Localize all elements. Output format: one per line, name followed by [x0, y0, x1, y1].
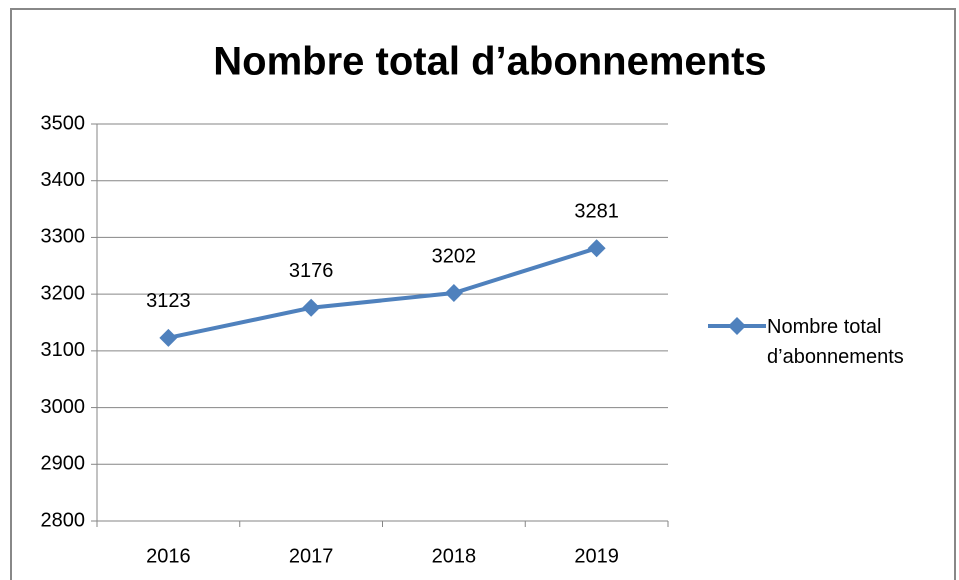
y-tick-label: 3000 — [41, 396, 86, 418]
data-label: 3123 — [146, 290, 191, 312]
chart-title: Nombre total d’abonnements — [213, 40, 766, 84]
y-tick-label: 2800 — [41, 509, 86, 531]
x-tick-label: 2018 — [432, 545, 477, 567]
y-tick-label: 3400 — [41, 169, 86, 191]
marker — [587, 239, 606, 258]
legend-marker — [728, 317, 746, 335]
marker — [159, 328, 178, 347]
y-tick-label: 2900 — [41, 453, 86, 475]
y-tick-label: 3300 — [41, 226, 86, 248]
line — [167, 246, 598, 340]
x-tick-label: 2019 — [574, 545, 619, 567]
y-tick-label: 3500 — [41, 112, 86, 134]
marker — [444, 284, 463, 303]
y-tick-label: 3100 — [41, 339, 86, 361]
data-label: 3176 — [289, 260, 334, 282]
x-tick-label: 2017 — [289, 545, 334, 567]
data-label: 3202 — [432, 245, 477, 267]
y-tick-label: 3200 — [41, 282, 86, 304]
marker — [302, 298, 321, 317]
x-tick-label: 2016 — [146, 545, 191, 567]
data-label: 3281 — [574, 200, 619, 222]
legend-label: Nombre total d’abonnements — [767, 316, 904, 368]
